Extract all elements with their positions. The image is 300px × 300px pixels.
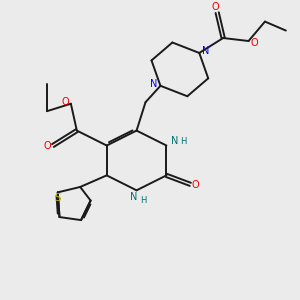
Text: N: N xyxy=(171,136,178,146)
Text: N: N xyxy=(202,46,209,56)
Text: O: O xyxy=(212,2,220,12)
Text: N: N xyxy=(130,192,138,202)
Text: S: S xyxy=(55,193,61,203)
Text: H: H xyxy=(181,137,187,146)
Text: H: H xyxy=(140,196,146,205)
Text: O: O xyxy=(61,97,69,107)
Text: O: O xyxy=(44,141,51,151)
Text: O: O xyxy=(192,180,200,190)
Text: O: O xyxy=(251,38,258,47)
Text: N: N xyxy=(150,79,158,89)
